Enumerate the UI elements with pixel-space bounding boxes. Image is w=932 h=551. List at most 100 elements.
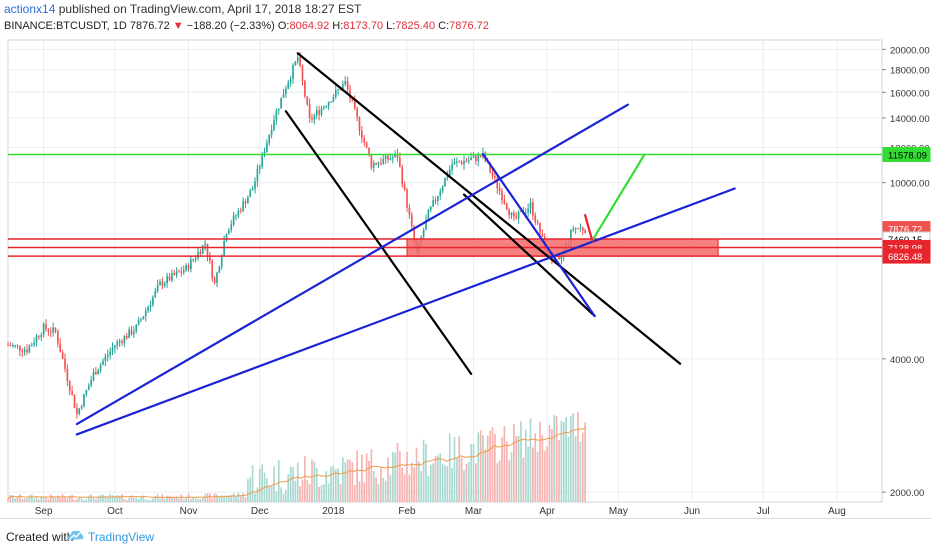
volume-bar xyxy=(320,485,323,502)
volume-bar xyxy=(228,495,230,502)
candle-body xyxy=(220,255,223,267)
candle-body xyxy=(472,155,475,158)
candle-body xyxy=(558,256,560,260)
candle-body xyxy=(275,110,278,121)
candle-body xyxy=(277,108,280,111)
candle-body xyxy=(570,230,572,243)
candle-body xyxy=(251,189,254,191)
tradingview-brand-link[interactable]: TradingView xyxy=(88,530,155,544)
candle-body xyxy=(458,161,461,163)
candle-body xyxy=(427,209,430,220)
candle-body xyxy=(242,201,244,212)
volume-bar xyxy=(52,496,54,502)
volume-bar xyxy=(517,435,520,502)
volume-bar xyxy=(370,449,373,502)
volume-bar xyxy=(472,444,475,502)
candle-body xyxy=(574,228,577,230)
volume-bar xyxy=(363,482,366,502)
volume-bar xyxy=(47,499,50,502)
volume-bar xyxy=(427,476,430,502)
volume-bar xyxy=(342,457,344,502)
candle-body xyxy=(491,172,494,176)
volume-bar xyxy=(144,499,147,502)
price-label-text: 6826.48 xyxy=(888,252,922,263)
volume-bar xyxy=(460,457,463,502)
candle-body xyxy=(90,380,92,386)
volume-bar xyxy=(106,497,109,502)
candle-body xyxy=(95,371,97,375)
volume-bar xyxy=(384,480,387,502)
volume-bar xyxy=(220,495,223,502)
x-tick-label: Feb xyxy=(398,506,416,517)
candle-body xyxy=(137,320,140,326)
volume-bar xyxy=(439,452,442,502)
candle-body xyxy=(382,159,385,164)
candle-body xyxy=(456,161,458,163)
candle-body xyxy=(339,89,342,91)
volume-bar xyxy=(475,463,477,502)
volume-bar xyxy=(211,498,214,502)
candle-body xyxy=(261,154,263,167)
volume-bar xyxy=(19,494,21,502)
candle-body xyxy=(83,394,85,407)
price-label-text: 11578.09 xyxy=(888,150,927,161)
candle-body xyxy=(280,97,282,109)
candle-body xyxy=(159,281,161,286)
candle-body xyxy=(45,323,47,330)
volume-bar xyxy=(356,450,358,502)
volume-bar xyxy=(247,479,249,502)
author-link[interactable]: actionx14 xyxy=(4,2,56,16)
volume-bar xyxy=(244,496,247,502)
volume-bar xyxy=(185,498,187,502)
volume-bar xyxy=(104,495,107,502)
price-label-text: 7876.72 xyxy=(888,225,922,236)
volume-bar xyxy=(14,498,16,502)
volume-bar xyxy=(358,481,361,502)
volume-bar xyxy=(49,494,52,502)
volume-bar xyxy=(239,496,242,502)
footer-bar: Created with TradingView xyxy=(0,518,932,551)
volume-bar xyxy=(315,467,318,502)
candle-body xyxy=(361,130,363,139)
price-chart[interactable]: 20000.0018000.0016000.0014000.0012000.00… xyxy=(0,36,932,518)
candle-body xyxy=(273,120,275,131)
volume-bar xyxy=(349,459,351,502)
volume-bar xyxy=(80,498,83,502)
candle-body xyxy=(178,271,180,273)
candle-body xyxy=(498,188,501,192)
candle-body xyxy=(118,341,121,343)
volume-bar xyxy=(254,493,256,502)
candle-body xyxy=(156,285,159,291)
candle-body xyxy=(223,240,225,256)
tradingview-logo-icon[interactable] xyxy=(66,528,84,542)
volume-bar xyxy=(434,456,437,502)
published-text: published on TradingView.com, April 17, … xyxy=(58,2,362,16)
candle-body xyxy=(57,331,59,344)
candle-body xyxy=(292,65,294,79)
candle-body xyxy=(444,178,446,187)
candle-body xyxy=(377,162,380,165)
volume-bar xyxy=(410,462,413,502)
candle-body xyxy=(247,197,249,204)
volume-bar xyxy=(584,422,586,502)
candle-body xyxy=(92,371,95,381)
volume-bar xyxy=(313,461,316,502)
candle-body xyxy=(429,206,432,210)
volume-bar xyxy=(508,460,510,502)
candle-body xyxy=(171,273,173,281)
candle-body xyxy=(149,304,152,307)
candle-body xyxy=(524,212,527,215)
volume-bar xyxy=(287,474,290,502)
volume-bar xyxy=(154,496,157,502)
candle-body xyxy=(344,81,347,85)
volume-bar xyxy=(560,420,563,502)
candle-body xyxy=(403,184,406,190)
candle-body xyxy=(87,385,90,391)
candle-body xyxy=(320,108,323,115)
volume-bar xyxy=(116,495,119,502)
candle-body xyxy=(135,325,138,332)
volume-bar xyxy=(209,493,211,502)
volume-bar xyxy=(394,452,396,502)
volume-bar xyxy=(261,464,263,502)
candle-body xyxy=(539,222,541,234)
